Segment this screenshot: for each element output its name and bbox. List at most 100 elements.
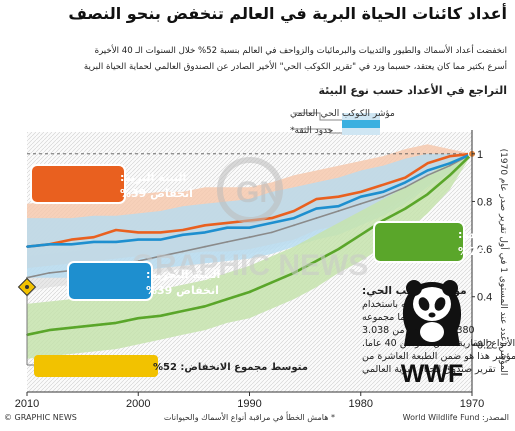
footer-credit: © GRAPHIC NEWS (4, 413, 77, 422)
legend-line-swatch (342, 120, 380, 128)
confidence-band-2 (27, 153, 472, 359)
y-tick-label: 0.2 (477, 339, 492, 351)
series-point-2-16 (115, 322, 117, 324)
legend-confidence-label: حدود الثقة* (290, 126, 333, 136)
series-point-1-5 (359, 195, 362, 198)
note-line-1: تم حسابه باستخدام (362, 299, 438, 310)
series-point-0-5 (359, 191, 362, 193)
series-point-2-7 (315, 260, 318, 262)
series-point-2-3 (404, 207, 407, 210)
series-point-1-20 (26, 245, 28, 248)
callout-marine-title: البيئة البحرية: (146, 268, 220, 281)
x-tick-label: 2000 (126, 398, 150, 410)
series-point-2-12 (204, 305, 206, 308)
section-title: التراجع في الأعداد حسب نوع البيئة (318, 84, 507, 97)
series-point-0-16 (115, 229, 117, 231)
x-tick-label: 1970 (460, 398, 484, 410)
series-point-1-7 (315, 207, 318, 210)
x-tick-label: 2010 (15, 398, 39, 410)
series-point-2-8 (293, 272, 295, 274)
series-point-3-2 (426, 174, 429, 177)
series-point-3-10 (248, 236, 251, 239)
series-point-3-6 (337, 210, 340, 212)
series-point-2-2 (426, 193, 429, 196)
series-point-3-13 (181, 250, 184, 253)
series-point-0-1 (448, 155, 451, 158)
wwf-logo: WWF (401, 280, 463, 388)
series-point-2-13 (181, 310, 184, 312)
callout-marine-value: انخفاض 39% (146, 284, 219, 297)
series-point-0-17 (92, 236, 95, 239)
series-point-1-8 (293, 217, 295, 220)
x-tick-label: 1990 (237, 398, 261, 410)
footer-source: المصدر: World Wildlife Fund (402, 413, 509, 422)
series-point-0-18 (70, 238, 73, 241)
series-point-3-11 (226, 241, 229, 243)
series-point-1-6 (337, 205, 340, 208)
series-point-1-12 (204, 231, 206, 234)
callout-marine: البيئة البحرية: انخفاض 39% (67, 261, 220, 301)
footer-footnote: * هامش الخطأ في مراقبة أنواع الأسماك وال… (163, 413, 335, 422)
legend-index-label: مؤشر الكوكب الحي العالمي (290, 109, 395, 119)
series-point-0-4 (382, 183, 384, 186)
series-point-3-1 (448, 164, 451, 167)
series-point-0-9 (270, 217, 273, 220)
series-point-0-6 (337, 195, 340, 198)
series-point-3-5 (359, 202, 362, 205)
callout-average-label: متوسط مجموع الانخفاض: 52% (153, 362, 308, 373)
callout-land-value: انخفاض 39% (120, 187, 193, 200)
series-point-3-9 (270, 231, 273, 234)
series-point-1-2 (426, 169, 429, 172)
series-point-2-17 (92, 324, 95, 327)
series-point-3-19 (48, 272, 51, 274)
series-point-0-11 (226, 222, 229, 224)
series-point-1-11 (226, 226, 229, 229)
note-line-5: المؤشر هذا هو ضمن الطبعة العاشرة من (362, 351, 515, 362)
callout-average: متوسط مجموع الانخفاض: 52% (17, 277, 308, 377)
series-point-0-8 (293, 210, 295, 212)
series-point-0-7 (315, 198, 318, 201)
series-point-3-3 (404, 186, 407, 189)
series-point-2-9 (270, 281, 273, 284)
y-tick-label: 1 (477, 149, 483, 161)
series-point-1-17 (92, 241, 95, 243)
callout-land: البيئة البرية: انخفاض 39% (30, 164, 193, 204)
subtitle-line-2: أسرع بكثير مما كان يعتقد، حسبما ورد في "… (83, 62, 507, 72)
series-point-3-12 (204, 245, 206, 248)
watermark-text: GRAPHIC NEWS (132, 249, 369, 282)
series-point-3-7 (315, 217, 318, 220)
series-point-3-8 (293, 224, 295, 227)
series-point-0-3 (404, 176, 407, 179)
subtitle-line-1: انخفضت أعداد الأسماك والطيور والثدييات و… (94, 46, 507, 56)
y-tick-label: 0.8 (477, 196, 492, 208)
series-point-2-4 (382, 219, 384, 222)
series-point-0-14 (159, 231, 162, 234)
series-point-1-19 (48, 243, 51, 246)
series-point-1-13 (181, 233, 184, 236)
series-point-3-4 (382, 195, 384, 198)
series-point-1-9 (270, 222, 273, 224)
series-point-2-5 (359, 233, 362, 236)
series-point-1-10 (248, 226, 251, 229)
series-point-2-14 (159, 314, 162, 317)
series-point-3-20 (26, 276, 28, 279)
series-point-2-19 (48, 329, 51, 331)
y-axis-title: المؤشر (عدد عند المستوى 1 في أول تقرير ص… (498, 149, 510, 376)
x-tick-label: 1980 (349, 398, 373, 410)
callout-fresh: المياه المتجددة: انخفاض 76% (373, 221, 515, 263)
series-point-1-15 (137, 238, 140, 241)
legend: مؤشر الكوكب الحي العالمي حدود الثقة* (290, 109, 395, 136)
y-tick-label: 0.6 (477, 244, 492, 256)
series-point-0-2 (426, 162, 429, 165)
series-point-1-14 (159, 238, 162, 241)
callout-land-title: البيئة البرية: (120, 171, 186, 184)
confidence-band-1 (27, 153, 472, 278)
series-point-0-15 (137, 231, 140, 234)
series-point-2-15 (137, 317, 140, 320)
series-point-2-11 (226, 298, 229, 300)
series-point-1-3 (404, 181, 407, 184)
watermark: GN GRAPHIC NEWS (132, 157, 369, 282)
wwf-logo-text: WWF (401, 360, 463, 388)
callout-fresh-value: انخفاض 76% (458, 245, 515, 258)
series-point-2-1 (448, 174, 451, 177)
